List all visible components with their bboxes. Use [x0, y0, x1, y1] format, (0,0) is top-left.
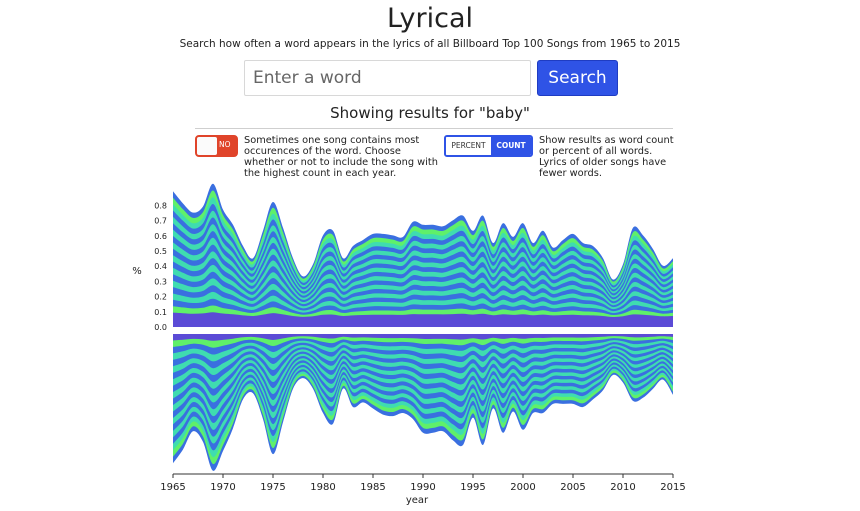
mode-count-button[interactable]: COUNT — [491, 137, 531, 155]
toggle-help-line: Sometimes one song contains most — [244, 135, 420, 146]
toggle-state-label: NO — [219, 140, 231, 149]
mode-percent-button[interactable]: PERCENT — [446, 137, 491, 155]
stream-layers — [173, 183, 673, 471]
search-input[interactable] — [244, 60, 531, 96]
lower-stream-layer — [173, 334, 673, 341]
x-tick-label: 2010 — [610, 482, 635, 493]
x-tick-label: 1965 — [160, 482, 185, 493]
toggle-help-line: the highest count in each year. — [244, 168, 397, 179]
x-tick-label: 1990 — [410, 482, 435, 493]
y-tick-label: 0.0 — [154, 323, 167, 332]
include-top-song-toggle[interactable]: NO — [195, 135, 238, 157]
mode-help-line: fewer words. — [539, 168, 602, 179]
mode-help-line: or percent of all words. — [539, 146, 653, 157]
results-heading: Showing results for "baby" — [330, 104, 530, 122]
toggle-help-line: whether or not to include the song with — [244, 157, 438, 168]
y-tick-label: 0.5 — [154, 247, 167, 256]
y-tick-label: 0.1 — [154, 308, 167, 317]
toggle-help-line: occurences of the word. Choose — [244, 146, 401, 157]
x-tick-label: 1980 — [310, 482, 335, 493]
mode-help-text: Show results as word count or percent of… — [539, 135, 674, 179]
center-band — [173, 319, 673, 327]
y-axis-label: % — [132, 266, 142, 277]
x-tick-label: 1995 — [460, 482, 485, 493]
y-tick-label: 0.2 — [154, 293, 167, 302]
search-button[interactable]: Search — [537, 60, 618, 96]
upper-stream-layer — [173, 312, 673, 319]
app-subtitle: Search how often a word appears in the l… — [179, 38, 681, 50]
mode-help-line: Show results as word count — [539, 135, 674, 146]
x-tick-label: 1985 — [360, 482, 385, 493]
divider — [195, 128, 673, 129]
x-tick-label: 2005 — [560, 482, 585, 493]
y-tick-label: 0.7 — [154, 217, 167, 226]
y-axis: 0.0 0.1 0.2 0.3 0.4 0.5 0.6 0.7 0.8 — [154, 201, 167, 332]
app-title: Lyrical — [386, 3, 474, 34]
toggle-knob — [197, 137, 217, 155]
x-axis-label: year — [406, 495, 429, 506]
x-axis: 1965 1970 1975 1980 1985 1990 1995 2000 2005 2010… — [160, 474, 686, 493]
x-tick-label: 1975 — [260, 482, 285, 493]
toggle-help-text: Sometimes one song contains most occuren… — [244, 135, 438, 179]
y-tick-label: 0.4 — [154, 262, 167, 271]
mode-help-line: Lyrics of older songs have — [539, 157, 667, 168]
y-tick-label: 0.6 — [154, 232, 167, 241]
x-tick-label: 2015 — [660, 482, 685, 493]
y-tick-label: 0.3 — [154, 277, 167, 286]
y-tick-label: 0.8 — [154, 201, 167, 210]
x-tick-label: 2000 — [510, 482, 535, 493]
x-tick-label: 1970 — [210, 482, 235, 493]
mode-selector[interactable]: PERCENT COUNT — [444, 135, 533, 157]
